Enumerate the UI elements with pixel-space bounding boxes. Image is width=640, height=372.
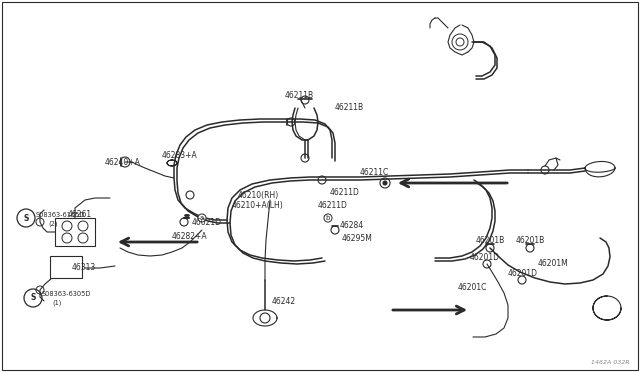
Text: 46211B: 46211B	[285, 90, 314, 99]
Bar	[50, 256, 82, 278]
Text: 46282+A: 46282+A	[172, 231, 207, 241]
Text: 46201B: 46201B	[516, 235, 545, 244]
Circle shape	[383, 181, 387, 185]
Text: S08363-6305D: S08363-6305D	[42, 291, 92, 297]
Text: 46021D: 46021D	[192, 218, 222, 227]
Text: 46210(RH): 46210(RH)	[238, 190, 279, 199]
Text: a: a	[200, 215, 204, 221]
Text: 46284: 46284	[340, 221, 364, 230]
Text: 1462A 032R: 1462A 032R	[591, 359, 630, 365]
Text: 46283+A: 46283+A	[162, 151, 198, 160]
Text: 46242: 46242	[272, 298, 296, 307]
Text: 46295M: 46295M	[342, 234, 373, 243]
Text: 46261: 46261	[68, 209, 92, 218]
Text: S: S	[30, 294, 36, 302]
Text: 46201M: 46201M	[538, 260, 569, 269]
Text: 46240+A: 46240+A	[105, 157, 141, 167]
Text: 46211B: 46211B	[335, 103, 364, 112]
Text: 46201B: 46201B	[476, 235, 505, 244]
Text: 46211D: 46211D	[330, 187, 360, 196]
Text: S08363-6165D: S08363-6165D	[36, 212, 85, 218]
Text: 46211C: 46211C	[360, 167, 389, 176]
Text: 46201D: 46201D	[508, 269, 538, 278]
Bar	[55, 218, 95, 246]
Text: b: b	[326, 215, 330, 221]
Text: 46201C: 46201C	[458, 283, 488, 292]
Text: 46211D: 46211D	[318, 201, 348, 209]
Text: (1): (1)	[52, 300, 61, 306]
Text: 46313: 46313	[72, 263, 96, 273]
Text: 46201D: 46201D	[470, 253, 500, 263]
Text: S: S	[23, 214, 29, 222]
Text: (2): (2)	[48, 221, 58, 227]
Text: 46210+A(LH): 46210+A(LH)	[232, 201, 284, 209]
